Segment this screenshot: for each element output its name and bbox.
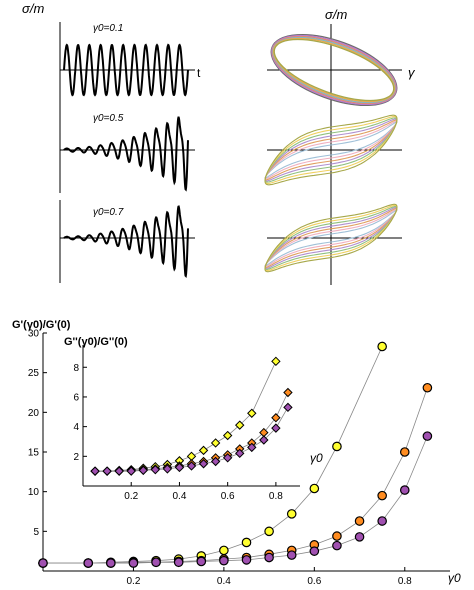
stress-trace-2	[63, 205, 189, 278]
inset-point-2-0	[90, 466, 100, 476]
main-xlabel: γ0	[448, 571, 461, 585]
main-point-2-10	[286, 550, 297, 560]
main-point-0-12	[332, 441, 342, 452]
inset-x-tick-label-2: 0.6	[221, 491, 235, 502]
main-point-1-16	[422, 382, 433, 393]
inset-point-2-13	[247, 442, 257, 453]
lissajous-panel: σ/m γ	[264, 7, 416, 285]
timeseries-panel: σ/m t γ0=0.1 γ0=0.5 γ0=0.7	[22, 1, 201, 283]
main-point-0-13	[377, 341, 387, 352]
inset-point-2-12	[235, 448, 245, 459]
main-y-tick-label-3: 20	[28, 408, 40, 419]
inset-point-2-5	[150, 464, 161, 475]
main-point-1-15	[399, 447, 410, 457]
inset-point-2-15	[271, 423, 281, 433]
main-point-0-8	[241, 537, 252, 548]
main-point-2-7	[219, 555, 229, 566]
inset-point-0-9	[198, 445, 209, 456]
main-point-2-6	[196, 556, 207, 567]
main-point-0-9	[264, 526, 274, 537]
main-y-tick-label-4: 25	[28, 368, 40, 379]
main-point-2-1	[83, 558, 94, 568]
main-y-tick-label-0: 5	[33, 527, 39, 538]
main-point-2-4	[151, 557, 161, 568]
inset-point-2-3	[126, 466, 136, 476]
inset-point-2-2	[114, 466, 124, 476]
main-point-1-12	[332, 531, 342, 541]
main-point-2-16	[422, 431, 433, 441]
lissajous-loop-0-5	[273, 38, 395, 102]
trace-label-1: γ0=0.5	[93, 113, 124, 124]
trace-label-0: γ0=0.1	[93, 23, 123, 34]
inset-point-2-8	[186, 461, 197, 471]
inset-point-2-11	[222, 453, 233, 463]
main-y-tick-label-2: 15	[28, 448, 40, 459]
inset-x-tick-label-1: 0.4	[172, 491, 186, 502]
inset-point-2-16	[283, 402, 293, 413]
inset-point-2-7	[174, 462, 185, 473]
inset-plot: G''(γ0)/G''(0) γ0 0.2 0.4 0.6 0.8 2 4 6 8	[55, 336, 323, 502]
trace-label-2: γ0=0.7	[93, 207, 124, 218]
inset-point-1-16	[283, 387, 293, 398]
main-point-2-5	[173, 557, 184, 568]
inset-point-0-12	[235, 420, 245, 430]
main-point-2-15	[399, 485, 410, 495]
inset-ylabel: G''(γ0)/G''(0)	[64, 336, 128, 348]
inset-y-tick-label-2: 6	[73, 392, 79, 403]
inset-x-tick-label-3: 0.8	[269, 491, 283, 502]
inset-point-0-11	[222, 430, 233, 441]
inset-point-2-6	[162, 464, 173, 474]
inset-point-2-10	[210, 456, 221, 467]
inset-point-0-10	[210, 438, 221, 448]
main-x-tick-label-2: 0.6	[307, 576, 321, 587]
timeseries-xlabel: t	[197, 66, 201, 80]
main-point-0-11	[309, 483, 320, 494]
main-point-2-8	[241, 555, 252, 565]
stress-trace-1	[63, 116, 189, 192]
main-point-2-9	[264, 552, 274, 563]
main-point-2-3	[128, 558, 139, 568]
main-point-2-13	[354, 532, 365, 542]
inset-x-tick-label-0: 0.2	[124, 491, 138, 502]
main-point-2-12	[332, 540, 342, 551]
main-point-2-0	[38, 558, 48, 568]
main-x-tick-label-1: 0.4	[217, 576, 231, 587]
inset-y-tick-label-0: 2	[73, 452, 79, 463]
lissajous-loop-1-6	[264, 114, 398, 186]
lissajous-ylabel: σ/m	[325, 7, 347, 22]
inset-point-0-14	[271, 356, 281, 367]
main-x-tick-label-0: 0.2	[126, 576, 140, 587]
timeseries-ylabel: σ/m	[22, 1, 44, 16]
inset-y-tick-label-3: 8	[73, 363, 79, 374]
inset-y-tick-label-1: 4	[73, 422, 79, 433]
inset-point-0-13	[247, 408, 257, 418]
inset-point-1-15	[271, 413, 281, 423]
main-ylabel: G'(γ0)/G'(0)	[12, 319, 71, 331]
main-point-2-14	[377, 516, 387, 526]
main-point-2-11	[309, 546, 320, 556]
inset-point-2-9	[198, 459, 209, 469]
main-y-tick-label-5: 30	[28, 329, 40, 340]
main-point-1-14	[377, 490, 387, 501]
inset-point-2-1	[102, 466, 112, 476]
stress-trace-0	[63, 43, 189, 97]
lissajous-loop-2-6	[264, 203, 398, 273]
inset-point-2-4	[138, 465, 148, 476]
main-point-2-2	[106, 558, 116, 568]
main-point-1-13	[354, 516, 365, 526]
main-point-0-7	[219, 545, 229, 556]
inset-xlabel: γ0	[310, 451, 323, 465]
main-y-tick-label-1: 10	[28, 487, 40, 498]
main-point-0-10	[286, 509, 297, 519]
main-plot: G'(γ0)/G'(0) γ0 0.2 0.4 0.6 0.8 5 10 15 20 25 30	[12, 319, 461, 587]
lissajous-xlabel: γ	[408, 65, 416, 80]
main-x-tick-label-3: 0.8	[398, 576, 412, 587]
inset-point-2-14	[259, 435, 269, 445]
